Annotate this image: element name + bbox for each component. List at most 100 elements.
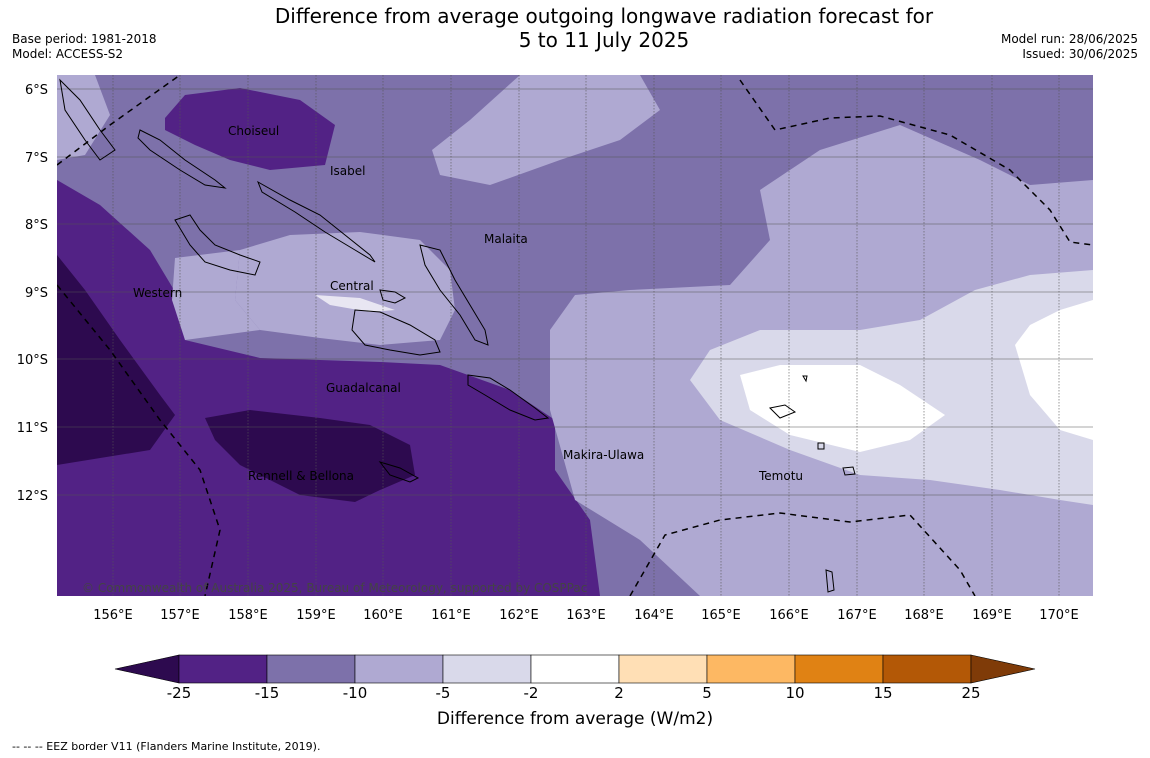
colorbar-bin xyxy=(706,654,796,684)
island-choiseul xyxy=(137,129,227,189)
colorbar-bin xyxy=(266,654,356,684)
lon-label: 170°E xyxy=(1039,608,1079,623)
latitude-labels: 6°S 7°S 8°S 9°S 10°S 11°S 12°S xyxy=(17,83,48,504)
lat-label: 7°S xyxy=(25,151,48,166)
province-label-malaita: Malaita xyxy=(484,232,528,246)
colorbar-bin xyxy=(530,654,620,684)
island-santa-cruz xyxy=(768,404,797,419)
title-line-2: 5 to 11 July 2025 xyxy=(518,28,690,52)
colorbar-tick: -10 xyxy=(342,684,368,702)
island-nggela xyxy=(379,289,407,304)
lat-label: 9°S xyxy=(25,286,48,301)
colorbar-bin xyxy=(178,654,268,684)
island-guadalcanal xyxy=(351,309,441,356)
colorbar-bin xyxy=(442,654,532,684)
island-bougainville xyxy=(59,78,116,161)
lon-label: 164°E xyxy=(634,608,674,623)
title-line-1: Difference from average outgoing longwav… xyxy=(274,4,934,28)
province-label-choiseul: Choiseul xyxy=(228,124,279,138)
island-new-georgia xyxy=(174,214,261,276)
colorbar xyxy=(114,654,1036,684)
contour-band-minus25-north xyxy=(165,88,335,170)
chart-title: Difference from average outgoing longwav… xyxy=(200,4,1008,52)
colorbar-tick: -25 xyxy=(166,684,192,702)
contour-band-minus10-nw xyxy=(57,75,110,160)
contour-band-minus10-north xyxy=(432,75,660,185)
contour-band-minus25 xyxy=(57,180,600,596)
colorbar-tick: 2 xyxy=(614,684,624,702)
island-utupua xyxy=(817,442,825,450)
colorbar-tick: 15 xyxy=(873,684,893,702)
colorbar-tick: -15 xyxy=(254,684,280,702)
lat-label: 12°S xyxy=(17,489,48,504)
lon-label: 162°E xyxy=(499,608,539,623)
colorbar-tick: -5 xyxy=(435,684,451,702)
lon-label: 168°E xyxy=(904,608,944,623)
lon-label: 158°E xyxy=(228,608,268,623)
island-duff xyxy=(802,375,808,383)
colorbar-tick: -2 xyxy=(523,684,539,702)
colorbar-bin xyxy=(354,654,444,684)
longitude-labels: 156°E 157°E 158°E 159°E 160°E 161°E 162°… xyxy=(93,608,1079,623)
province-label-rennell-bellona: Rennell & Bellona xyxy=(248,469,354,483)
province-label-makira-ulawa: Makira-Ulawa xyxy=(563,448,644,462)
lat-label: 10°S xyxy=(17,353,48,368)
contour-band-below-minus25-south xyxy=(205,410,415,502)
eez-border-east xyxy=(739,79,1093,246)
province-label-temotu: Temotu xyxy=(758,469,803,483)
colorbar-tick: 10 xyxy=(785,684,805,702)
colorbar-bin xyxy=(882,654,972,684)
lon-label: 157°E xyxy=(160,608,200,623)
eez-legend-note: -- -- -- EEZ border V11 (Flanders Marine… xyxy=(12,740,321,753)
lat-label: 8°S xyxy=(25,218,48,233)
contour-band-minus2-east xyxy=(1015,300,1093,440)
colorbar-label: Difference from average (W/m2) xyxy=(436,709,714,729)
coastlines xyxy=(59,78,856,593)
lon-label: 159°E xyxy=(296,608,336,623)
contour-band-minus2 xyxy=(740,365,945,452)
meta-left: Base period: 1981-2018 Model: ACCESS-S2 xyxy=(12,32,157,62)
island-vanikoro xyxy=(842,466,856,476)
island-rennell xyxy=(378,461,420,483)
latitude-lines xyxy=(57,88,1093,496)
lon-label: 169°E xyxy=(972,608,1012,623)
olr-anomaly-map: 6°S 7°S 8°S 9°S 10°S 11°S 12°S 156°E 157… xyxy=(17,75,1093,684)
eez-border xyxy=(57,75,1093,596)
contour-band-minus10-central xyxy=(235,232,455,345)
colorbar-tick: 25 xyxy=(961,684,981,702)
eez-border-bougainville xyxy=(57,284,221,596)
lat-label: 11°S xyxy=(17,421,48,436)
lon-label: 167°E xyxy=(837,608,877,623)
contour-band-minus10-centralbox xyxy=(172,250,260,340)
island-makira xyxy=(467,374,550,421)
province-label-central: Central xyxy=(330,279,374,293)
model-label: Model: ACCESS-S2 xyxy=(12,47,124,61)
issued-label: Issued: 30/06/2025 xyxy=(1022,47,1138,61)
colorbar-tick: 5 xyxy=(702,684,712,702)
lon-label: 163°E xyxy=(566,608,606,623)
island-isabel xyxy=(257,180,376,263)
lon-label: 166°E xyxy=(769,608,809,623)
contour-band-minus2-central xyxy=(315,295,395,312)
colorbar-extend-low xyxy=(114,654,180,684)
province-labels: Choiseul Isabel Malaita Central Western … xyxy=(133,124,803,483)
island-malaita xyxy=(419,244,489,346)
copyright-notice: © Commonwealth of Australia 2025, Bureau… xyxy=(82,581,587,595)
province-label-western: Western xyxy=(133,286,182,300)
lon-label: 160°E xyxy=(363,608,403,623)
lat-label: 6°S xyxy=(25,83,48,98)
contour-band-below-minus25 xyxy=(57,255,175,465)
colorbar-extend-high xyxy=(970,654,1036,684)
eez-border-west xyxy=(57,75,181,166)
meta-right: Model run: 28/06/2025 Issued: 30/06/2025 xyxy=(1001,32,1138,62)
colorbar-bin xyxy=(618,654,708,684)
eez-border-south xyxy=(629,512,976,596)
base-period-label: Base period: 1981-2018 xyxy=(12,32,157,46)
province-label-isabel: Isabel xyxy=(330,164,365,178)
island-vanuatu-north xyxy=(825,569,835,593)
lon-label: 156°E xyxy=(93,608,133,623)
model-run-label: Model run: 28/06/2025 xyxy=(1000,32,1138,46)
lon-label: 161°E xyxy=(431,608,471,623)
colorbar-bin xyxy=(794,654,884,684)
lon-label: 165°E xyxy=(701,608,741,623)
